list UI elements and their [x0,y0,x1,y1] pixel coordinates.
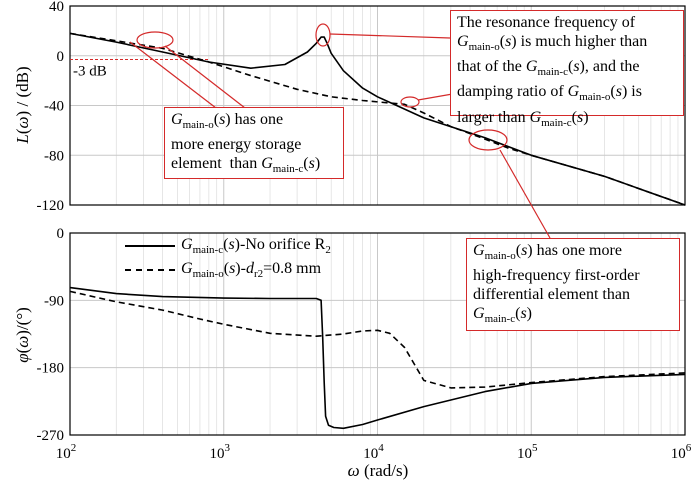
phase-series-closed-solid [69,286,686,430]
annotation-differential: Gmain-o(s) has one more high-frequency f… [466,238,680,331]
x-tick-label: 103 [210,442,231,462]
annotation-differential-line-4: Gmain-c(s) [473,305,532,326]
leader-line-storage-2 [129,41,217,109]
reference-line-label: -3 dB [73,63,107,79]
magnitude-series-closed-solid [69,32,686,206]
phase-series-open-dashed [69,290,686,389]
annotation-storage-line-1: Gmain-o(s) has one [171,111,284,132]
marker-ellipse-damping [400,96,420,108]
magnitude-y-tick-label: -80 [44,148,64,164]
magnitude-plot-frame [69,5,686,206]
legend-item-open: Gmain-o(s)-dr2=0.8 mm [115,258,395,282]
legend: Gmain-c(s)-No orifice R2 Gmain-o(s)-dr2=… [115,234,395,282]
magnitude-series-open-dashed [69,32,686,206]
leader-line-resonance-1 [329,33,451,39]
annotation-differential-line-1: Gmain-o(s) has one more [473,242,622,263]
magnitude-y-axis-label: L(ω) / (dB) [13,66,32,144]
annotation-storage: Gmain-o(s) has one more energy storage e… [164,107,344,179]
annotation-resonance-line-3: that of the Gmain-c(s), and the [457,58,640,79]
marker-ellipse-storage [136,31,174,49]
phase-y-tick-labels: 0 -90 -180 -270 [37,226,65,444]
legend-swatch-dashed [125,269,175,271]
annotation-resonance-line-4: damping ratio of Gmain-o(s) is [457,83,642,104]
annotation-storage-line-3: element than Gmain-c(s) [171,155,321,176]
magnitude-curves [69,32,686,206]
annotation-resonance-line-2: Gmain-o(s) is much higher than [457,33,648,54]
phase-curves [69,286,686,430]
annotation-resonance-line-1: The resonance frequency of [457,14,636,31]
magnitude-y-tick-label: 40 [49,0,64,15]
legend-swatch-solid [125,245,175,247]
magnitude-y-tick-labels: 40 0 -40 -80 -120 [37,0,65,214]
annotation-storage-line-2: more energy storage [171,136,302,154]
legend-label-closed: Gmain-c(s)-No orifice R2 [181,236,331,257]
x-tick-label: 105 [517,442,538,462]
x-tick-labels: 102 103 104 105 106 [56,442,692,462]
x-axis-label: ω (rad/s) [348,461,409,480]
legend-item-closed: Gmain-c(s)-No orifice R2 [115,234,395,258]
annotation-resonance-line-5: larger than Gmain-c(s) [457,108,589,129]
legend-label-open: Gmain-o(s)-dr2=0.8 mm [181,260,322,281]
leader-line-differential [499,149,551,239]
reference-line-group: -3 dB [70,58,209,79]
phase-y-tick-label: -180 [37,361,65,377]
magnitude-y-tick-label: -120 [37,198,65,214]
annotation-differential-line-3: differential element than [473,286,630,304]
phase-y-axis-label: φ(ω)/(°) [13,307,32,363]
phase-y-tick-label: -90 [44,293,64,309]
marker-ellipse-resonance [315,23,331,47]
phase-plot-frame [69,232,686,436]
x-tick-label: 106 [671,442,692,462]
magnitude-y-tick-label: -40 [44,99,64,115]
marker-ellipse-differential [468,129,508,151]
phase-y-tick-label: 0 [57,226,65,242]
phase-y-tick-label: -270 [37,428,65,444]
annotation-differential-line-2: high-frequency first-order [473,267,640,285]
x-tick-label: 102 [56,442,77,462]
x-tick-label: 104 [363,442,384,462]
annotation-resonance: The resonance frequency of Gmain-o(s) is… [450,10,684,129]
leader-line-storage-1 [164,45,246,109]
magnitude-y-tick-label: 0 [57,49,65,65]
